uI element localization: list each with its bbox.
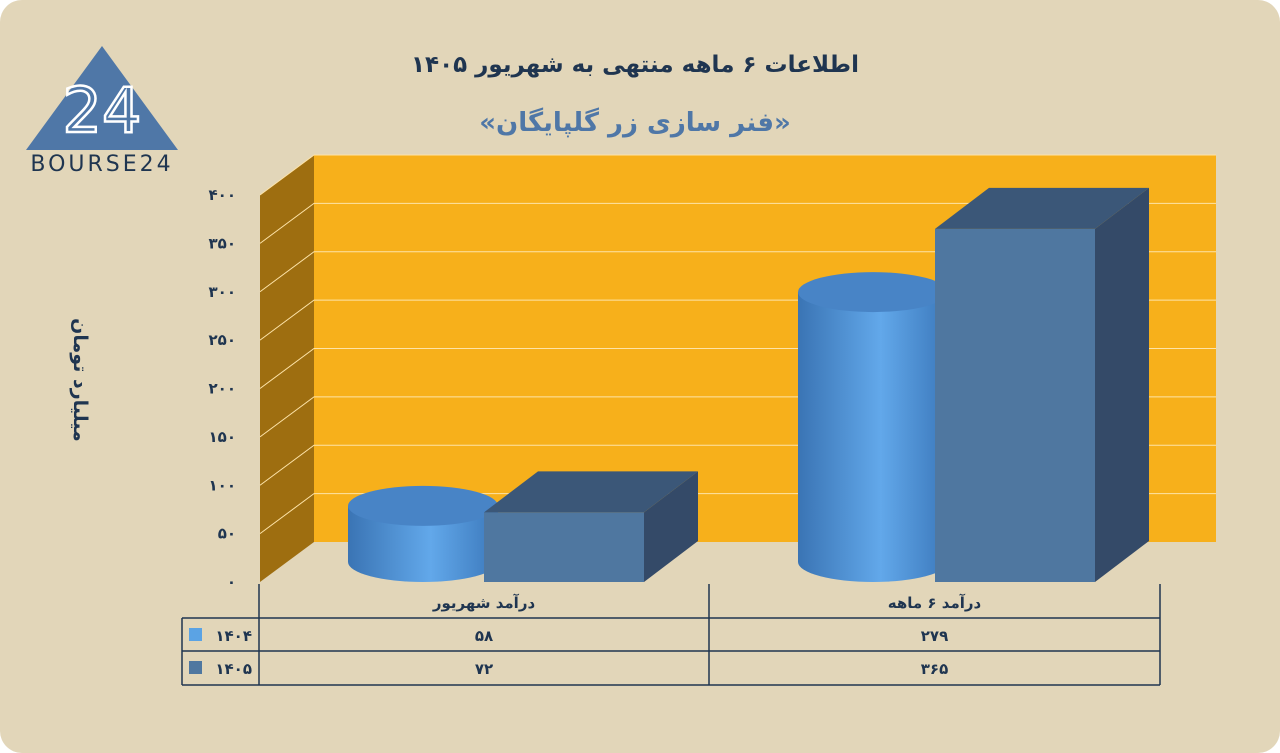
bars	[348, 187, 1149, 583]
y-tick-label: ۵۰	[218, 525, 236, 543]
box-top	[484, 471, 698, 513]
y-tick-label: ۰	[227, 573, 236, 591]
svg-text:24: 24	[63, 74, 142, 147]
data-value-label: ۷۲	[475, 660, 493, 678]
y-tick-label: ۲۵۰	[209, 331, 236, 349]
cylinder-top	[798, 272, 948, 313]
y-tick-label: ۲۰۰	[209, 380, 236, 398]
grid-line	[259, 202, 1216, 244]
y-tick-label: ۳۵۰	[209, 234, 236, 252]
box-side	[644, 471, 698, 582]
data-table: درآمد شهریور درآمد ۶ ماهه ۱۴۰۴ ۵۸ ۲۷۹ ۱۴۰۵ ۷۲ ۳…	[181, 584, 1161, 686]
legend-swatch	[189, 661, 202, 674]
bar-0-series-1404	[348, 485, 498, 582]
box-front	[935, 228, 1095, 583]
box-top	[935, 187, 1149, 229]
y-tick-label: ۳۰۰	[209, 283, 236, 301]
y-tick-label: ۱۰۰	[209, 476, 236, 494]
bar-1-series-1405	[935, 187, 1149, 583]
category-label: درآمد شهریور	[432, 594, 536, 612]
data-value-label: ۲۷۹	[921, 627, 948, 645]
cylinder-body	[348, 505, 498, 582]
bar-1-series-1404	[798, 272, 948, 582]
legend-label: ۱۴۰۴	[215, 627, 252, 645]
category-label: درآمد ۶ ماهه	[888, 594, 982, 612]
cylinder-body	[798, 292, 948, 582]
y-axis-ticks: ۰ ۵۰ ۱۰۰ ۱۵۰ ۲۰۰ ۲۵۰ ۳۰۰ ۳۵۰ ۴۰۰	[209, 186, 236, 591]
bourse24-logo-icon: 24	[26, 46, 178, 150]
logo-text: BOURSE24	[30, 152, 174, 177]
chart-title: اطلاعات ۶ ماهه منتهی به شهریور ۱۴۰۵	[411, 52, 859, 78]
cylinder-top	[348, 485, 498, 526]
grid-line	[259, 154, 1216, 196]
data-value-label: ۳۶۵	[921, 660, 948, 678]
box-front	[484, 512, 644, 582]
grid-line	[259, 251, 1216, 293]
legend-label: ۱۴۰۵	[215, 660, 252, 678]
y-tick-label: ۱۵۰	[209, 428, 236, 446]
y-tick-label: ۴۰۰	[209, 186, 236, 204]
legend-swatch	[189, 628, 202, 641]
chart-subtitle: «فنر سازی زر گلپایگان»	[479, 108, 791, 138]
data-value-label: ۵۸	[475, 627, 493, 645]
box-side	[1095, 187, 1149, 583]
bar-0-series-1405	[484, 471, 698, 582]
